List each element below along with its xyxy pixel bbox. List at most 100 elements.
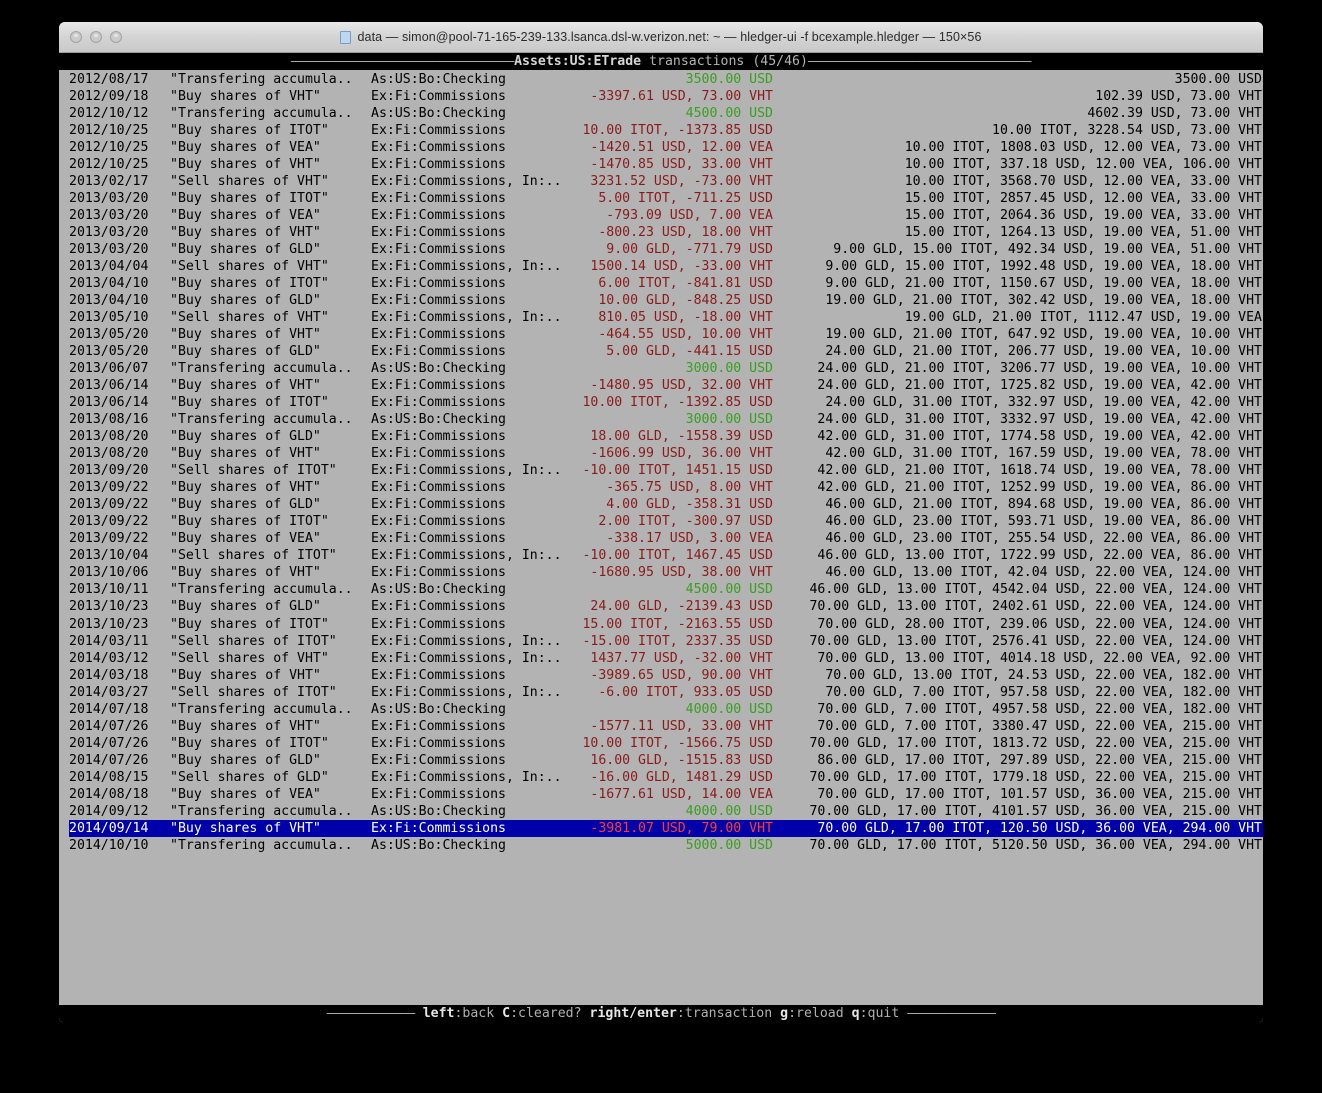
table-row[interactable]: 2014/03/27 "Sell shares of ITOT" Ex:Fi:Com… — [69, 684, 1263, 701]
table-row[interactable]: 2013/04/10 "Buy shares of ITOT" Ex:Fi:Comm… — [69, 275, 1263, 292]
transaction-list[interactable]: 2012/08/17 "Transfering accumula.. As:US:B… — [59, 70, 1263, 854]
status-hint-action: cleared? — [518, 1006, 582, 1021]
row-amount: -1606.99 USD, 36.00 VHT — [590, 446, 773, 462]
row-account: As:US:Bo:Checking — [371, 701, 506, 717]
status-hint-separator: : — [859, 1006, 868, 1021]
table-row[interactable]: 2013/05/10 "Sell shares of VHT" Ex:Fi:Comm… — [69, 309, 1263, 326]
row-balance: 4602.39 USD, 73.00 VHT — [1087, 106, 1262, 122]
table-row[interactable]: 2013/09/22 "Buy shares of VHT" Ex:Fi:Commi… — [69, 479, 1263, 496]
table-row[interactable]: 2013/06/07 "Transfering accumula.. As:US:B… — [69, 360, 1263, 377]
row-date: 2013/06/14 — [69, 378, 149, 394]
table-row[interactable]: 2014/08/18 "Buy shares of VEA" Ex:Fi:Commi… — [69, 786, 1263, 803]
row-balance: 42.00 GLD, 31.00 ITOT, 167.59 USD, 19.00… — [825, 446, 1262, 462]
row-date: 2012/10/25 — [69, 140, 149, 156]
row-balance: 70.00 GLD, 17.00 ITOT, 5120.50 USD, 36.0… — [809, 837, 1262, 853]
row-balance: 10.00 ITOT, 337.18 USD, 12.00 VEA, 106.0… — [904, 157, 1262, 173]
table-row[interactable]: 2013/10/04 "Sell shares of ITOT" Ex:Fi:Com… — [69, 547, 1263, 564]
table-row[interactable]: 2014/03/18 "Buy shares of VHT" Ex:Fi:Commi… — [69, 667, 1263, 684]
row-amount: 3231.52 USD, -73.00 VHT — [590, 174, 773, 190]
table-row[interactable]: 2012/10/25 "Buy shares of ITOT" Ex:Fi:Comm… — [69, 122, 1263, 139]
row-amount: -6.00 ITOT, 933.05 USD — [598, 684, 773, 700]
row-date: 2014/07/26 — [69, 752, 149, 768]
minimize-button[interactable] — [90, 31, 102, 43]
row-date: 2014/03/27 — [69, 684, 149, 700]
row-amount: -10.00 ITOT, 1467.45 USD — [582, 548, 773, 564]
row-account: As:US:Bo:Checking — [371, 582, 506, 598]
table-row[interactable]: 2013/09/22 "Buy shares of GLD" Ex:Fi:Commi… — [69, 496, 1263, 513]
table-row[interactable]: 2014/09/14 "Buy shares of VHT" Ex:Fi:Commi… — [69, 819, 1263, 837]
table-row[interactable]: 2013/03/20 "Buy shares of VHT" Ex:Fi:Commi… — [69, 224, 1263, 241]
table-row[interactable]: 2013/04/10 "Buy shares of GLD" Ex:Fi:Commi… — [69, 292, 1263, 309]
row-balance: 70.00 GLD, 17.00 ITOT, 1779.18 USD, 22.0… — [809, 769, 1262, 785]
close-button[interactable] — [70, 31, 82, 43]
status-hint-key: left — [422, 1006, 455, 1021]
table-row[interactable]: 2013/06/14 "Buy shares of VHT" Ex:Fi:Commi… — [69, 377, 1263, 394]
table-row[interactable]: 2014/10/10 "Transfering accumula.. As:US:B… — [69, 837, 1263, 854]
row-description: "Sell shares of GLD" — [170, 769, 329, 785]
table-row[interactable]: 2013/06/14 "Buy shares of ITOT" Ex:Fi:Comm… — [69, 394, 1263, 411]
row-account: Ex:Fi:Commissions — [371, 820, 506, 836]
table-row[interactable]: 2013/10/23 "Buy shares of ITOT" Ex:Fi:Comm… — [69, 616, 1263, 633]
table-row[interactable]: 2013/10/06 "Buy shares of VHT" Ex:Fi:Commi… — [69, 564, 1263, 581]
table-row[interactable]: 2014/07/26 "Buy shares of ITOT" Ex:Fi:Comm… — [69, 735, 1263, 752]
row-amount: -1577.11 USD, 33.00 VHT — [590, 718, 773, 734]
table-row[interactable]: 2013/03/20 "Buy shares of ITOT" Ex:Fi:Comm… — [69, 190, 1263, 207]
table-row[interactable]: 2014/08/15 "Sell shares of GLD" Ex:Fi:Comm… — [69, 769, 1263, 786]
window-controls — [70, 22, 122, 52]
row-description: "Transfering accumula.. — [170, 701, 353, 717]
table-row[interactable]: 2014/03/12 "Sell shares of VHT" Ex:Fi:Comm… — [69, 650, 1263, 667]
table-row[interactable]: 2012/10/25 "Buy shares of VHT" Ex:Fi:Commi… — [69, 156, 1263, 173]
row-balance: 9.00 GLD, 21.00 ITOT, 1150.67 USD, 19.00… — [825, 276, 1262, 292]
row-account: Ex:Fi:Commissions — [371, 395, 506, 411]
row-account: Ex:Fi:Commissions — [371, 497, 506, 513]
table-row[interactable]: 2013/09/20 "Sell shares of ITOT" Ex:Fi:Com… — [69, 462, 1263, 479]
row-account: Ex:Fi:Commissions — [371, 225, 506, 241]
table-row[interactable]: 2014/07/26 "Buy shares of VHT" Ex:Fi:Commi… — [69, 718, 1263, 735]
table-row[interactable]: 2014/09/12 "Transfering accumula.. As:US:B… — [69, 803, 1263, 820]
row-balance: 70.00 GLD, 7.00 ITOT, 4957.58 USD, 22.00… — [817, 701, 1262, 717]
row-date: 2013/05/20 — [69, 344, 149, 360]
row-date: 2013/10/23 — [69, 599, 149, 615]
row-amount: -3989.65 USD, 90.00 VHT — [590, 667, 773, 683]
row-amount: -464.55 USD, 10.00 VHT — [598, 327, 773, 343]
header-counter: (45/46) — [752, 54, 808, 69]
table-row[interactable]: 2013/05/20 "Buy shares of GLD" Ex:Fi:Commi… — [69, 343, 1263, 360]
row-amount: 24.00 GLD, -2139.43 USD — [590, 599, 773, 615]
row-description: "Buy shares of ITOT" — [170, 735, 329, 751]
row-account: Ex:Fi:Commissions, In:.. — [371, 684, 562, 700]
row-account: Ex:Fi:Commissions — [371, 531, 506, 547]
table-row[interactable]: 2012/08/17 "Transfering accumula.. As:US:B… — [69, 71, 1263, 88]
table-row[interactable]: 2013/10/23 "Buy shares of GLD" Ex:Fi:Commi… — [69, 598, 1263, 615]
table-row[interactable]: 2013/03/20 "Buy shares of GLD" Ex:Fi:Commi… — [69, 241, 1263, 258]
table-row[interactable]: 2013/05/20 "Buy shares of VHT" Ex:Fi:Commi… — [69, 326, 1263, 343]
table-row[interactable]: 2013/10/11 "Transfering accumula.. As:US:B… — [69, 581, 1263, 598]
row-balance: 9.00 GLD, 15.00 ITOT, 492.34 USD, 19.00 … — [833, 242, 1262, 258]
status-hint-gap — [772, 1006, 780, 1021]
row-description: "Buy shares of VHT" — [170, 718, 321, 734]
table-row[interactable]: 2013/02/17 "Sell shares of VHT" Ex:Fi:Comm… — [69, 173, 1263, 190]
terminal-screen[interactable]: —————————————————————————————— Assets:US… — [59, 53, 1263, 1022]
table-row[interactable]: 2012/10/12 "Transfering accumula.. As:US:B… — [69, 105, 1263, 122]
row-date: 2012/10/12 — [69, 106, 149, 122]
table-row[interactable]: 2013/09/22 "Buy shares of ITOT" Ex:Fi:Comm… — [69, 513, 1263, 530]
table-row[interactable]: 2013/09/22 "Buy shares of VEA" Ex:Fi:Commi… — [69, 530, 1263, 547]
row-description: "Sell shares of VHT" — [170, 310, 329, 326]
row-description: "Buy shares of ITOT" — [170, 616, 329, 632]
table-row[interactable]: 2013/08/20 "Buy shares of VHT" Ex:Fi:Commi… — [69, 445, 1263, 462]
row-description: "Buy shares of VHT" — [170, 565, 321, 581]
row-description: "Transfering accumula.. — [170, 72, 353, 87]
status-hint-action: back — [462, 1006, 495, 1021]
table-row[interactable]: 2013/08/16 "Transfering accumula.. As:US:B… — [69, 411, 1263, 428]
table-row[interactable]: 2014/07/26 "Buy shares of GLD" Ex:Fi:Commi… — [69, 752, 1263, 769]
table-row[interactable]: 2013/04/04 "Sell shares of VHT" Ex:Fi:Comm… — [69, 258, 1263, 275]
header-view-label: transactions — [649, 54, 745, 69]
table-row[interactable]: 2014/03/11 "Sell shares of ITOT" Ex:Fi:Com… — [69, 633, 1263, 650]
table-row[interactable]: 2013/08/20 "Buy shares of GLD" Ex:Fi:Commi… — [69, 428, 1263, 445]
zoom-button[interactable] — [110, 31, 122, 43]
row-account: Ex:Fi:Commissions — [371, 208, 506, 224]
table-row[interactable]: 2012/10/25 "Buy shares of VEA" Ex:Fi:Commi… — [69, 139, 1263, 156]
table-row[interactable]: 2014/07/18 "Transfering accumula.. As:US:B… — [69, 701, 1263, 718]
table-row[interactable]: 2012/09/18 "Buy shares of VHT" Ex:Fi:Commi… — [69, 88, 1263, 105]
table-row[interactable]: 2013/03/20 "Buy shares of VEA" Ex:Fi:Commi… — [69, 207, 1263, 224]
window-titlebar[interactable]: data — simon@pool-71-165-239-133.lsanca.… — [59, 22, 1263, 53]
